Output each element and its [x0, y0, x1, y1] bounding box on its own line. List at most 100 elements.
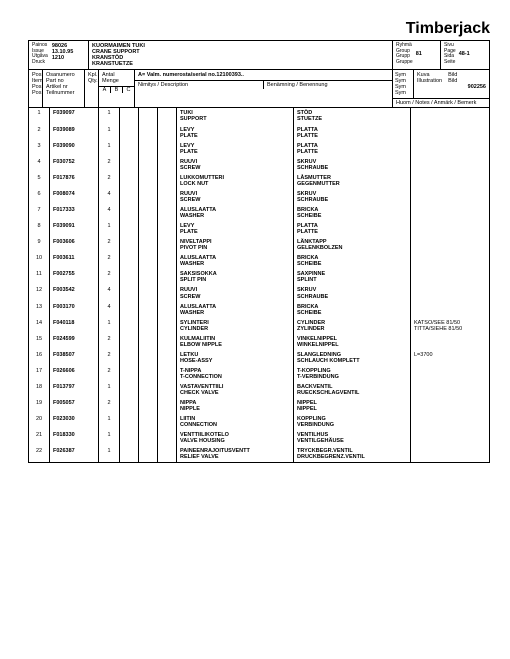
- cell-pos: 3: [29, 141, 50, 157]
- cell-note: [411, 366, 490, 382]
- cell-desc: LETKU HOSE-ASSY: [177, 350, 294, 366]
- cell-b: [139, 430, 158, 446]
- cell-c: [158, 125, 177, 141]
- cell-qty: 2: [99, 334, 120, 350]
- cell-b: [139, 237, 158, 253]
- col-b: B: [111, 87, 123, 93]
- cell-b: [139, 125, 158, 141]
- cell-note: [411, 398, 490, 414]
- cell-note: [411, 189, 490, 205]
- cell-qty: 4: [99, 189, 120, 205]
- cell-partno: F023030: [50, 414, 99, 430]
- cell-a: [120, 398, 139, 414]
- cell-c: [158, 382, 177, 398]
- cell-ben: SKRUV SCHRAUBE: [294, 157, 411, 173]
- cell-qty: 2: [99, 173, 120, 189]
- cell-note: [411, 141, 490, 157]
- cell-desc: RUUVI SCREW: [177, 189, 294, 205]
- cell-a: [120, 173, 139, 189]
- cell-partno: F018330: [50, 430, 99, 446]
- table-row: 19F0050572NIPPA NIPPLENIPPEL NIPPEL: [29, 398, 489, 414]
- table-row: 11F0027552SAKSISOKKA SPLIT PINSAXPINNE S…: [29, 269, 489, 285]
- cell-a: [120, 269, 139, 285]
- cell-partno: F003170: [50, 302, 99, 318]
- cell-ben: LÅSMUTTER GEGENMUTTER: [294, 173, 411, 189]
- cell-ben: NIPPEL NIPPEL: [294, 398, 411, 414]
- qty-header: Kpl. Qty.: [85, 70, 99, 107]
- cell-b: [139, 189, 158, 205]
- cell-desc: LIITIN CONNECTION: [177, 414, 294, 430]
- cell-pos: 1: [29, 108, 50, 124]
- cell-qty: 1: [99, 446, 120, 462]
- cell-b: [139, 141, 158, 157]
- header-row: Painos Issue Utgåva Druck 98026 13.10.95…: [29, 41, 489, 70]
- cell-partno: F003542: [50, 285, 99, 301]
- desc-header: Nimitys / Description: [135, 81, 264, 89]
- cell-qty: 1: [99, 108, 120, 124]
- cell-qty: 2: [99, 253, 120, 269]
- table-row: 20F0230301LIITIN CONNECTIONKOPPLING VERB…: [29, 414, 489, 430]
- table-row: 15F0245992KULMALIITIN ELBOW NIPPLEVINKEL…: [29, 334, 489, 350]
- cell-a: [120, 285, 139, 301]
- cell-pos: 15: [29, 334, 50, 350]
- table-row: 6F0080744RUUVI SCREWSKRUV SCHRAUBE: [29, 189, 489, 205]
- parts-frame: Painos Issue Utgåva Druck 98026 13.10.95…: [28, 40, 490, 463]
- notes-header: Huom / Notes / Anmärk / Bemerk: [393, 99, 489, 107]
- cell-ben: VINKELNIPPEL WINKELNIPPEL: [294, 334, 411, 350]
- cell-note: [411, 253, 490, 269]
- cell-ben: SAXPINNE SPLINT: [294, 269, 411, 285]
- cell-qty: 1: [99, 318, 120, 334]
- cell-a: [120, 318, 139, 334]
- cell-b: [139, 285, 158, 301]
- cell-qty: 2: [99, 157, 120, 173]
- cell-a: [120, 350, 139, 366]
- cell-a: [120, 221, 139, 237]
- cell-c: [158, 350, 177, 366]
- abc-header: A B C: [99, 87, 134, 93]
- table-row: 7F0173334ALUSLAATTA WASHERBRICKA SCHEIBE: [29, 205, 489, 221]
- cell-a: [120, 237, 139, 253]
- cell-partno: F026387: [50, 446, 99, 462]
- table-row: 21F0183301VENTTIILIKOTELO VALVE HOUSINGV…: [29, 430, 489, 446]
- group-no: 81: [416, 51, 422, 57]
- cell-note: [411, 446, 490, 462]
- cell-a: [120, 334, 139, 350]
- cell-note: [411, 285, 490, 301]
- cell-pos: 4: [29, 157, 50, 173]
- table-row: 17F0266062T-NIPPA T-CONNECTIONT-KOPPLING…: [29, 366, 489, 382]
- cell-note: [411, 334, 490, 350]
- cell-pos: 18: [29, 382, 50, 398]
- cell-b: [139, 366, 158, 382]
- cell-c: [158, 157, 177, 173]
- cell-note: [411, 173, 490, 189]
- group-labels: Ryhmä Group Grupp Gruppe: [396, 43, 413, 65]
- cell-desc: SAKSISOKKA SPLIT PIN: [177, 269, 294, 285]
- table-row: 14F0401181SYLINTERI CYLINDERCYLINDER ZYL…: [29, 318, 489, 334]
- cell-pos: 14: [29, 318, 50, 334]
- cell-pos: 6: [29, 189, 50, 205]
- cell-desc: RUUVI SCREW: [177, 157, 294, 173]
- cell-partno: F039097: [50, 108, 99, 124]
- cell-pos: 16: [29, 350, 50, 366]
- cell-c: [158, 398, 177, 414]
- cell-c: [158, 414, 177, 430]
- cell-pos: 13: [29, 302, 50, 318]
- cell-c: [158, 221, 177, 237]
- table-row: 12F0035424RUUVI SCREWSKRUV SCHRAUBE: [29, 285, 489, 301]
- ben-header: Benämning / Benennung: [264, 81, 392, 89]
- doc-title: KUORMAIMEN TUKI CRANE SUPPORT KRANSTÖD K…: [92, 43, 389, 67]
- cell-desc: VENTTIILIKOTELO VALVE HOUSING: [177, 430, 294, 446]
- cell-c: [158, 446, 177, 462]
- table-row: 22F0263871PAINEENRAJOITUSVENTT RELIEF VA…: [29, 446, 489, 462]
- cell-a: [120, 141, 139, 157]
- cell-ben: LÄNKTAPP GELENKBOLZEN: [294, 237, 411, 253]
- cell-qty: 1: [99, 414, 120, 430]
- col-a: A: [99, 87, 111, 93]
- cell-ben: PLATTA PLATTE: [294, 141, 411, 157]
- cell-ben: BACKVENTIL RUECKSCHLAGVENTIL: [294, 382, 411, 398]
- cell-partno: F005057: [50, 398, 99, 414]
- illustration-no: 902256: [417, 84, 486, 90]
- cell-desc: RUUVI SCREW: [177, 285, 294, 301]
- cell-partno: F003611: [50, 253, 99, 269]
- cell-ben: PLATTA PLATTE: [294, 221, 411, 237]
